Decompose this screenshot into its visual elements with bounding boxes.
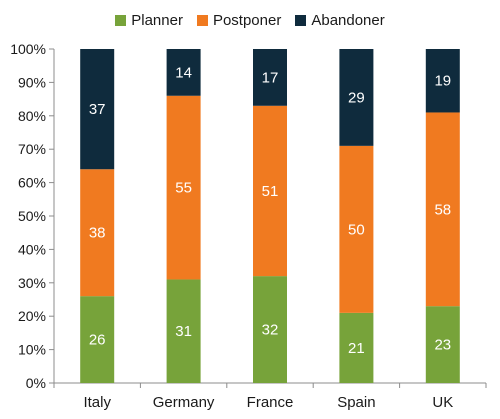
data-label-planner-france: 32 [262,322,279,339]
legend-swatch-postponer [196,14,208,26]
data-label-planner-germany: 31 [175,323,192,340]
x-tick-label: France [247,394,294,411]
y-tick-label: 80% [18,108,46,124]
bar-segment-abandoner-france [253,49,287,106]
data-label-abandoner-france: 17 [262,69,279,86]
bar-segment-abandoner-uk [425,49,460,113]
bar-segment-postponer-france [253,105,287,277]
data-label-planner-spain: 21 [348,340,365,357]
data-label-abandoner-italy: 37 [89,101,106,118]
bar-segment-planner-spain [339,312,374,383]
x-tick-label: Germany [153,394,215,411]
y-tick-label: 70% [18,141,46,157]
legend-item-planner: Planner [115,7,183,33]
bar-segment-planner-france [253,276,287,383]
data-label-abandoner-germany: 14 [175,64,192,81]
x-tick-label: Italy [83,394,111,411]
data-label-planner-uk: 23 [434,337,451,354]
bar-segment-postponer-uk [425,112,460,307]
data-label-abandoner-uk: 19 [434,73,451,90]
data-label-postponer-uk: 58 [434,201,451,218]
legend-swatch-planner [115,14,127,26]
legend-label-planner: Planner [131,11,183,29]
data-label-planner-italy: 26 [89,332,106,349]
legend-label-abandoner: Abandoner [311,11,385,29]
bar-segment-postponer-italy [80,169,115,297]
y-tick-label: 90% [18,74,46,90]
x-tick-label: Spain [337,394,375,411]
x-tick-label: UK [432,394,453,411]
legend-item-abandoner: Abandoner [295,7,385,33]
y-tick-label: 0% [26,375,46,391]
y-tick-label: 20% [18,308,46,324]
data-label-postponer-germany: 55 [175,180,192,197]
data-label-postponer-spain: 50 [348,221,365,238]
bar-segment-planner-italy [80,296,115,383]
data-label-postponer-italy: 38 [89,225,106,242]
y-tick-label: 10% [18,342,46,358]
y-tick-label: 100% [10,41,46,57]
legend-item-postponer: Postponer [196,7,282,33]
legend-label-postponer: Postponer [212,11,282,29]
bar-segment-planner-uk [425,306,460,383]
data-label-abandoner-spain: 29 [348,89,365,106]
bar-segment-planner-germany [166,279,201,383]
legend-swatch-abandoner [295,14,307,26]
data-label-postponer-france: 51 [262,183,279,200]
bar-segment-postponer-germany [166,95,201,280]
bar-segment-abandoner-italy [80,49,115,170]
bar-segment-abandoner-spain [339,49,374,146]
bar-segment-abandoner-germany [166,49,201,96]
legend: Planner Postponer Abandoner [0,7,500,33]
y-tick-label: 30% [18,275,46,291]
y-tick-label: 50% [18,208,46,224]
bar-segment-postponer-spain [339,145,374,313]
y-tick-label: 60% [18,175,46,191]
y-tick-label: 40% [18,241,46,257]
